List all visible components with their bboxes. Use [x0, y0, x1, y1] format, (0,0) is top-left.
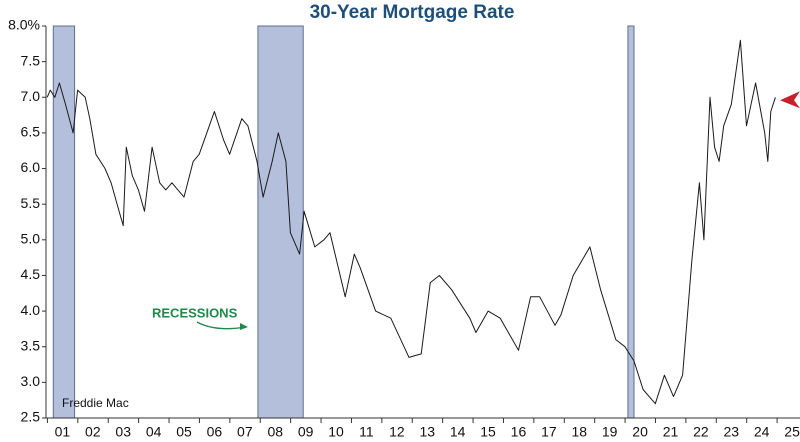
y-tick-label: 6.0 [21, 159, 41, 175]
annotation-arrowhead [240, 323, 248, 330]
source-note: Freddie Mac [62, 396, 129, 410]
y-tick-label: 8.0% [8, 17, 40, 33]
x-tick-label: 24 [754, 424, 770, 440]
plot [42, 25, 800, 423]
x-tick-label: 19 [602, 424, 618, 440]
x-tick-label: 23 [723, 424, 739, 440]
x-tick-label: 09 [298, 424, 314, 440]
x-tick-label: 02 [85, 424, 101, 440]
y-tick-label: 4.0 [21, 302, 41, 318]
annotation: RECESSIONS [152, 305, 238, 320]
x-tick-label: 04 [146, 424, 162, 440]
y-tick-label: 5.0 [21, 231, 41, 247]
rate-line [46, 39, 776, 405]
x-tick-label: 14 [450, 424, 466, 440]
recession-band [52, 25, 76, 419]
y-tick-label: 6.5 [21, 124, 41, 140]
x-tick-label: 03 [115, 424, 131, 440]
y-tick-label: 2.5 [21, 409, 41, 425]
y-tick-label: 4.5 [21, 266, 41, 282]
x-tick-label: 11 [359, 424, 374, 440]
annotation-arrow [196, 321, 247, 330]
y-tick-label: 5.5 [21, 195, 41, 211]
y-tick-label: 3.0 [21, 373, 41, 389]
y-tick-label: 7.0 [21, 88, 41, 104]
x-tick-label: 08 [267, 424, 283, 440]
x-tick-label: 07 [237, 424, 253, 440]
x-tick-label: 10 [328, 424, 344, 440]
x-tick-label: 22 [693, 424, 709, 440]
x-tick-label: 20 [632, 424, 648, 440]
x-tick-label: 18 [571, 424, 587, 440]
x-tick-label: 13 [419, 424, 435, 440]
x-tick-label: 21 [663, 424, 679, 440]
y-tick-label: 7.5 [21, 52, 41, 68]
x-tick-label: 15 [480, 424, 496, 440]
recession-band [257, 25, 304, 419]
x-tick-label: 01 [55, 424, 71, 440]
x-tick-label: 16 [511, 424, 527, 440]
chart-title: 30-Year Mortgage Rate [310, 2, 515, 23]
latest-marker [780, 91, 800, 109]
x-tick-label: 06 [207, 424, 223, 440]
x-tick-label: 05 [176, 424, 192, 440]
x-tick-label: 17 [541, 424, 557, 440]
y-tick-label: 3.5 [21, 337, 41, 353]
x-tick-label: 25 [784, 424, 800, 440]
x-tick-label: 12 [389, 424, 405, 440]
